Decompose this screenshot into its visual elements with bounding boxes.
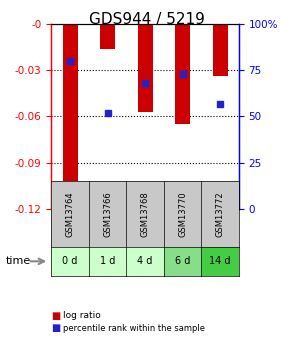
Text: GSM13770: GSM13770 <box>178 191 187 237</box>
Bar <box>137 24 153 112</box>
Bar <box>100 24 115 49</box>
Text: ■: ■ <box>51 324 61 333</box>
Text: 1 d: 1 d <box>100 256 115 266</box>
Text: 4 d: 4 d <box>137 256 153 266</box>
Text: 6 d: 6 d <box>175 256 190 266</box>
Text: log ratio: log ratio <box>63 311 101 320</box>
Text: time: time <box>6 256 31 266</box>
Text: ■: ■ <box>51 311 61 321</box>
Text: 0 d: 0 d <box>62 256 78 266</box>
Bar <box>62 24 78 198</box>
Text: GSM13768: GSM13768 <box>141 191 149 237</box>
Text: GDS944 / 5219: GDS944 / 5219 <box>88 12 205 27</box>
Text: GSM13764: GSM13764 <box>66 191 74 237</box>
Bar <box>175 24 190 124</box>
Bar <box>212 24 228 77</box>
Text: percentile rank within the sample: percentile rank within the sample <box>63 324 205 333</box>
Text: GSM13772: GSM13772 <box>216 191 224 237</box>
Text: GSM13766: GSM13766 <box>103 191 112 237</box>
Text: 14 d: 14 d <box>209 256 231 266</box>
